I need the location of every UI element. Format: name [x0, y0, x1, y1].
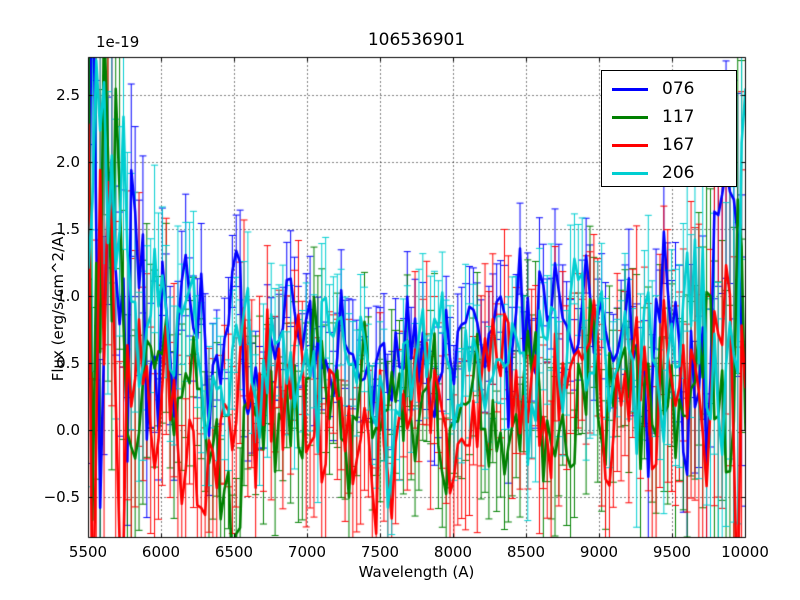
- y-tick-label: 2.0: [56, 152, 80, 171]
- y-tick-label: 1.0: [56, 286, 80, 305]
- y-tick-label: 1.5: [56, 219, 80, 238]
- x-tick-label: 5500: [68, 543, 108, 561]
- legend-swatch-167: [612, 143, 648, 147]
- legend: 076 117 167 206: [601, 70, 737, 187]
- y-tick-label: 0.0: [56, 420, 80, 439]
- chart-title: 106536901: [367, 30, 466, 50]
- y-tick-label: −0.5: [43, 487, 80, 506]
- x-tick-label: 6500: [214, 543, 254, 561]
- x-tick-label: 8500: [506, 543, 546, 561]
- legend-item: 167: [602, 131, 736, 159]
- legend-label-206: 206: [662, 162, 695, 183]
- legend-label-117: 117: [662, 106, 695, 127]
- x-tick-label: 10000: [721, 543, 769, 561]
- y-tick-label: 0.5: [56, 353, 80, 372]
- y-axis-label: Flux (erg/s/cm^2/A): [49, 230, 67, 382]
- legend-swatch-117: [612, 115, 648, 119]
- legend-label-076: 076: [662, 78, 695, 99]
- x-tick-label: 9500: [652, 543, 692, 561]
- x-tick-label: 7500: [360, 543, 400, 561]
- legend-item: 206: [602, 159, 736, 187]
- x-tick-label: 8000: [433, 543, 473, 561]
- legend-item: 076: [602, 75, 736, 103]
- y-axis-exponent-label: 1e-19: [96, 33, 140, 51]
- x-tick-label: 6000: [141, 543, 181, 561]
- x-tick-label: 9000: [579, 543, 619, 561]
- x-tick-label: 7000: [287, 543, 327, 561]
- legend-label-167: 167: [662, 134, 695, 155]
- legend-item: 117: [602, 103, 736, 131]
- y-tick-label: 2.5: [56, 85, 80, 104]
- x-axis-label: Wavelength (A): [358, 563, 475, 581]
- legend-swatch-206: [612, 171, 648, 175]
- legend-swatch-076: [612, 87, 648, 91]
